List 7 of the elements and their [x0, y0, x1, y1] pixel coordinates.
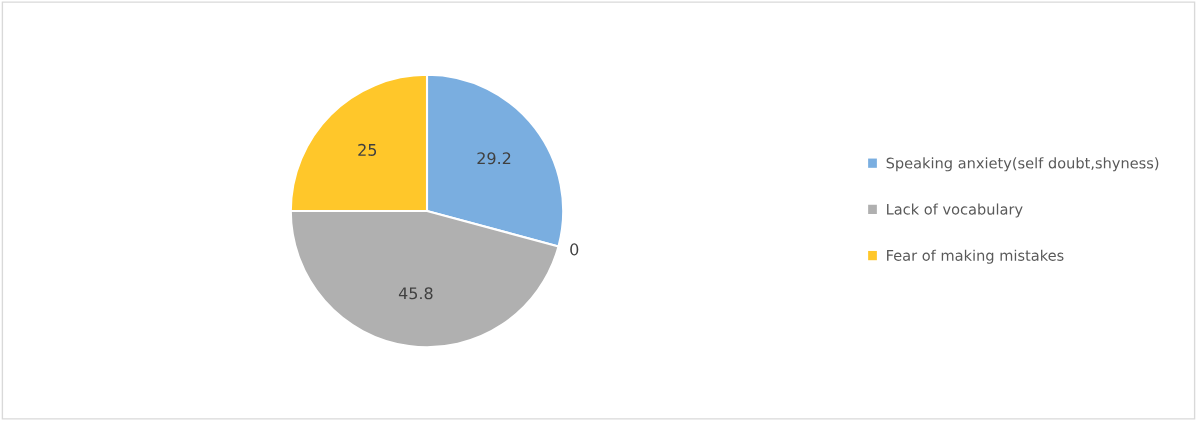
legend-label: Lack of vocabulary [887, 203, 1023, 218]
data-label: 45.8 [398, 287, 433, 300]
text: 0 [570, 243, 579, 256]
data-label: 29.2 [477, 152, 511, 165]
legend-label: Speaking anxiety(self doubt,shyness) [886, 157, 1159, 172]
legend-label: Fear of making mistakes [887, 249, 1064, 264]
data-label: 25 [358, 143, 377, 156]
